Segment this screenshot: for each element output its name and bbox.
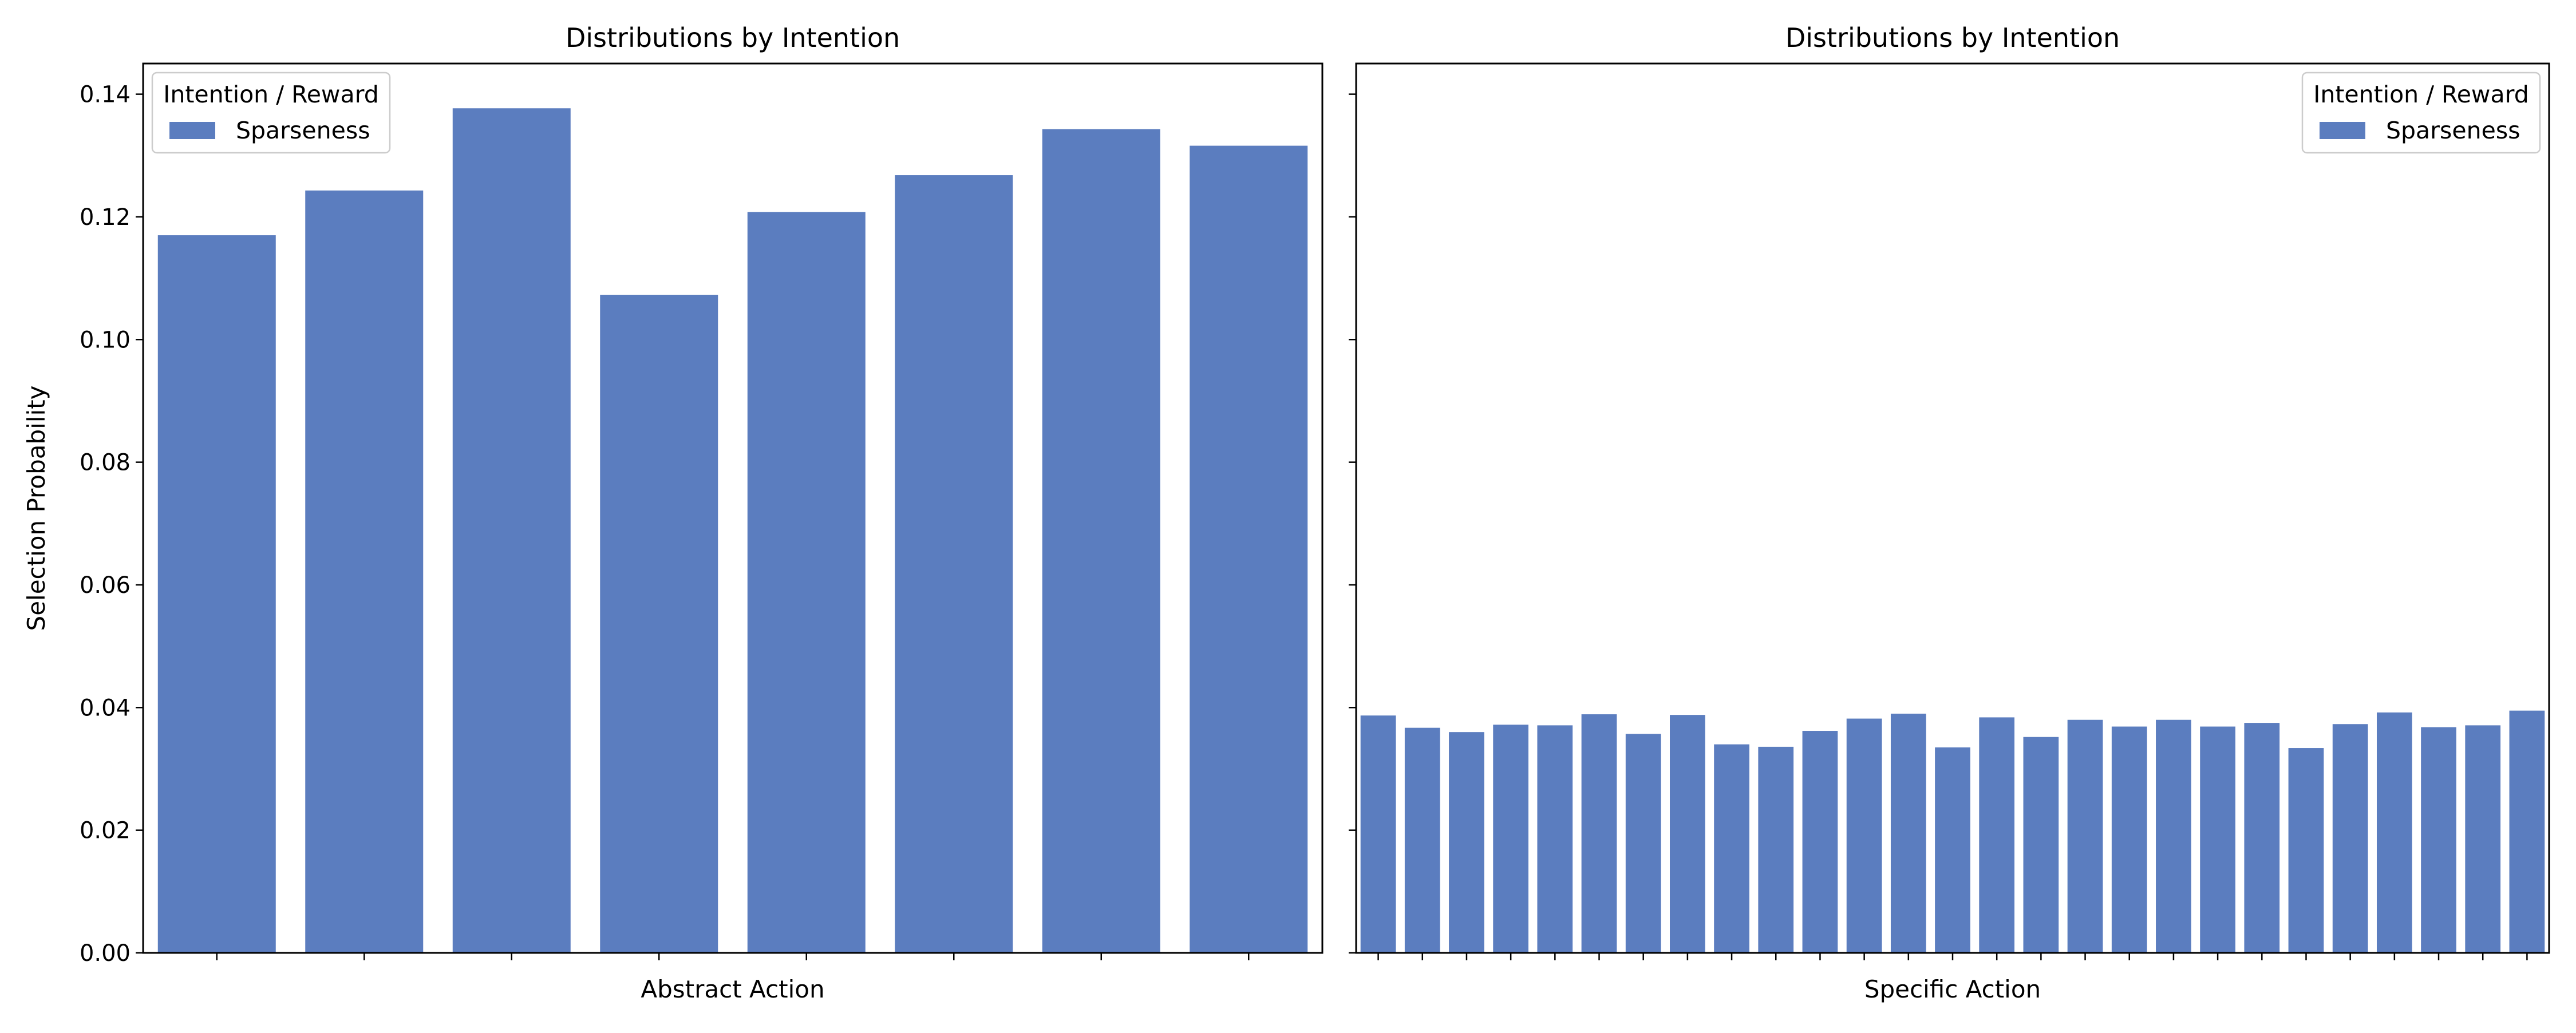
legend-title: Intention / Reward	[163, 81, 378, 108]
legend-label: Sparseness	[2386, 117, 2520, 144]
bar	[2376, 712, 2412, 953]
bar	[1758, 746, 1794, 953]
bar	[1714, 744, 1749, 953]
bar	[1802, 731, 1838, 953]
bar	[2421, 727, 2456, 953]
bar	[2200, 726, 2235, 953]
y-tick-label: 0.12	[80, 204, 131, 231]
bar	[1935, 747, 1970, 953]
legend-title: Intention / Reward	[2313, 81, 2528, 108]
legend-swatch	[2320, 122, 2365, 139]
y-tick-label: 0.10	[80, 327, 131, 353]
bar	[1042, 129, 1160, 953]
bar	[747, 212, 866, 953]
bar	[895, 175, 1013, 953]
bar	[1493, 725, 1529, 953]
plot-frame	[1355, 62, 2550, 954]
bar	[1537, 725, 1573, 953]
chart-panel-2: Distributions by Intention Specific Actio…	[1349, 22, 2550, 1003]
chart-title: Distributions by Intention	[566, 22, 900, 53]
bar	[2156, 719, 2191, 953]
bar	[1625, 734, 1661, 953]
legend-swatch	[169, 122, 215, 139]
bar	[1190, 145, 1308, 953]
bar	[2023, 737, 2059, 953]
bar	[2332, 724, 2368, 953]
bar	[157, 235, 276, 953]
y-tick-label: 0.04	[80, 695, 131, 721]
y-tick-label: 0.00	[80, 940, 131, 967]
bar	[1449, 732, 1484, 953]
y-tick-label: 0.08	[80, 450, 131, 476]
legend-label: Sparseness	[236, 117, 370, 144]
bar	[1846, 718, 1882, 953]
chart-title: Distributions by Intention	[1785, 22, 2120, 53]
bar	[452, 108, 571, 953]
x-axis-label: Specific Action	[1864, 975, 2041, 1003]
plot-frame	[142, 62, 1323, 954]
bar	[1581, 714, 1617, 953]
bar	[1670, 715, 1705, 953]
bar	[2067, 719, 2103, 953]
bar	[1404, 727, 1440, 953]
bar	[2288, 748, 2324, 953]
bar	[2111, 726, 2147, 953]
bar	[2465, 725, 2501, 953]
y-tick-label: 0.06	[80, 572, 131, 599]
legend: Intention / Reward Sparseness	[2301, 72, 2541, 154]
x-axis-label: Abstract Action	[641, 975, 824, 1003]
y-tick-label: 0.02	[80, 818, 131, 844]
bar	[1360, 715, 1396, 953]
y-axis-label: Selection Probability	[22, 386, 50, 631]
bar	[2509, 710, 2545, 953]
chart-panel-1: Distributions by Intention 0.00 0.02 0.04 0.…	[22, 22, 1323, 1003]
bar	[2244, 723, 2280, 953]
legend: Intention / Reward Sparseness	[151, 72, 391, 154]
y-tick-label: 0.14	[80, 82, 131, 108]
bar	[1979, 717, 2015, 953]
bar	[305, 190, 424, 953]
bar	[1890, 714, 1926, 953]
bar	[600, 295, 718, 953]
